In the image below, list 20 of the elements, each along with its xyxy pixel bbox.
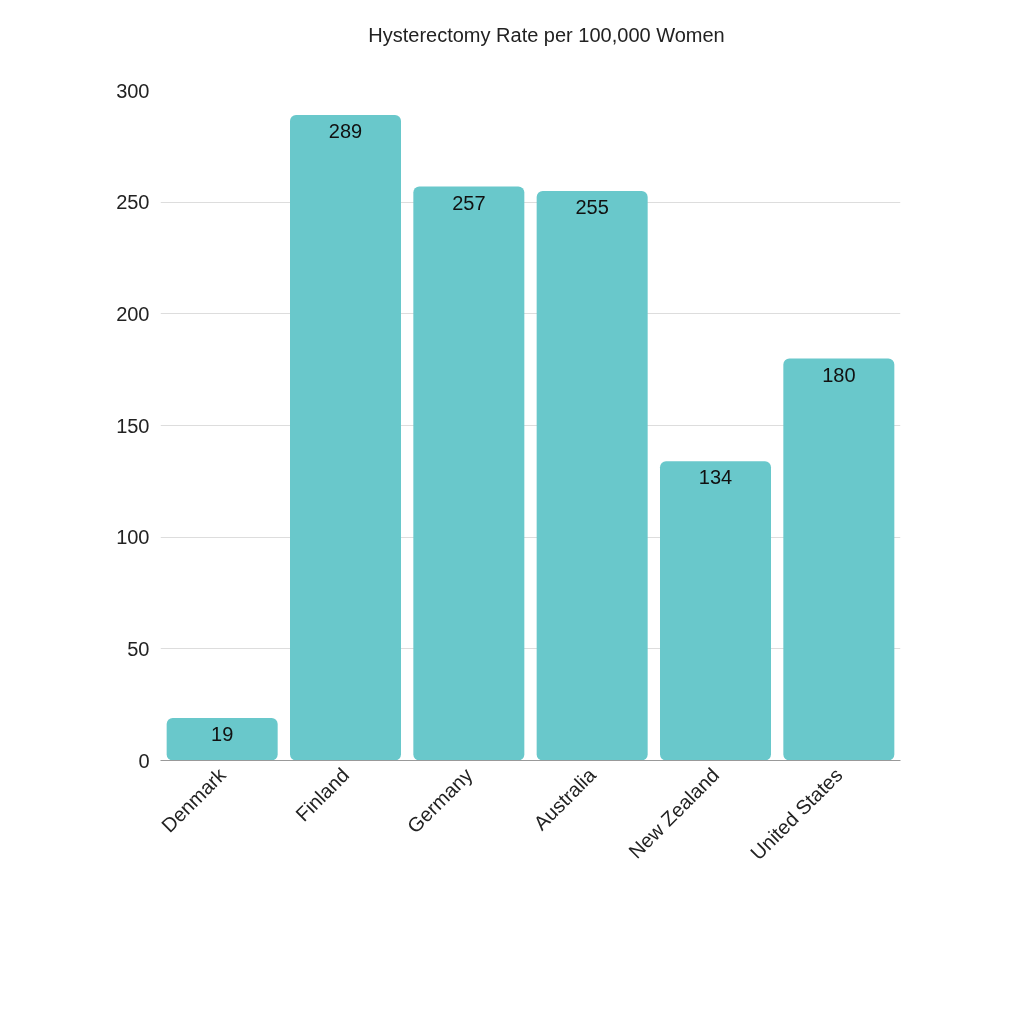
bar	[536, 191, 648, 761]
data-label: 19	[211, 723, 234, 746]
data-label: 180	[822, 363, 856, 386]
bar	[413, 186, 525, 761]
y-tick-label: 300	[116, 79, 150, 102]
y-tick-label: 50	[127, 637, 150, 660]
data-label: 289	[328, 120, 363, 143]
bar	[660, 461, 771, 761]
y-tick-label: 250	[116, 191, 150, 214]
y-tick-label: 200	[116, 302, 150, 325]
data-label: 255	[575, 196, 609, 218]
data-label: 257	[452, 191, 486, 214]
y-tick-label: 150	[116, 414, 150, 437]
bar	[783, 358, 895, 761]
y-tick-label: 0	[138, 749, 150, 772]
text: Hysterectomy Rate per 100,000 Women	[368, 23, 725, 47]
bar	[290, 115, 401, 761]
y-tick-label: 100	[116, 526, 150, 549]
bar	[166, 718, 278, 761]
data-label: 134	[698, 466, 733, 489]
